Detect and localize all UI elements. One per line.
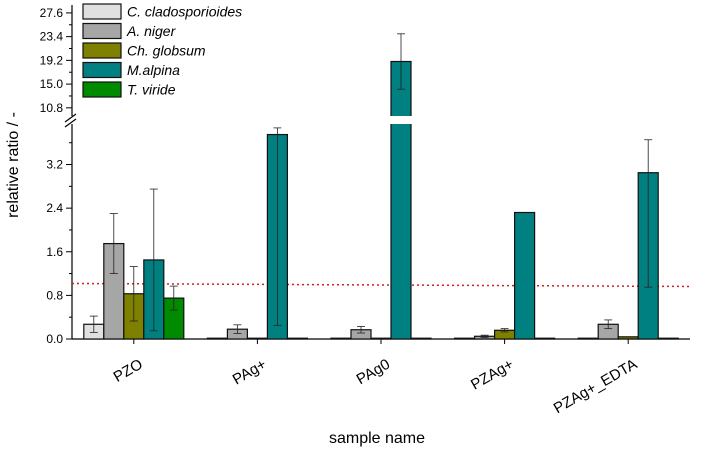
y-tick-label: 3.2 (46, 158, 63, 172)
y-axis-title: relative ratio / - (5, 112, 22, 218)
y-tick-label: 0.8 (46, 288, 63, 302)
y-tick-label: 19.2 (40, 53, 64, 67)
bar (410, 337, 432, 340)
y-tick-label: 0.0 (46, 332, 63, 346)
y-tick-label: 27.6 (40, 6, 64, 20)
bar-break-gap (390, 116, 412, 124)
y-tick-label: 1.6 (46, 245, 63, 259)
bar (206, 337, 228, 340)
y-tick-label: 15.0 (40, 77, 64, 91)
bar (513, 211, 536, 340)
reference-line-layer (71, 282, 691, 288)
legend-label: M.alpina (127, 62, 180, 78)
legend-swatch (82, 81, 122, 98)
legend: C. cladosporioides A. niger Ch. globsum M.a… (82, 3, 242, 98)
axis-break-gap (64, 116, 80, 124)
y-tick-label: 23.4 (40, 30, 64, 44)
y-tick-label: 10.8 (40, 101, 64, 115)
legend-swatch (82, 61, 122, 79)
x-tick-label: PZAg+_EDTA (551, 356, 640, 417)
axis-break-mark (64, 118, 77, 128)
bar (246, 337, 268, 340)
x-tick-label: PZAg+ (468, 356, 517, 394)
bar (370, 337, 392, 340)
bar (286, 337, 308, 340)
bar (533, 337, 556, 340)
reference-line (71, 282, 691, 288)
x-tick-label: PZO (111, 356, 146, 386)
bars-layer (83, 60, 679, 340)
x-axis-title: sample name (329, 430, 425, 447)
axis-break-layer (64, 113, 412, 128)
bar (454, 337, 476, 340)
error-bars-layer (89, 33, 653, 338)
bar (330, 337, 352, 340)
legend-label: Ch. globsum (127, 43, 206, 59)
legend-label: C. cladosporioides (127, 4, 242, 20)
legend-swatch (82, 3, 122, 20)
axis-break-mark (64, 113, 77, 123)
legend-swatch (82, 22, 122, 40)
x-tick-label: PAg0 (354, 356, 393, 389)
bar (617, 336, 639, 340)
bar (577, 337, 599, 340)
legend-label: A. niger (126, 23, 177, 39)
y-tick-label: 2.4 (46, 201, 63, 215)
x-tick-label: PAg+ (230, 356, 270, 389)
legend-label: T. viride (127, 82, 176, 98)
bar (657, 337, 679, 340)
bar (390, 60, 412, 340)
legend-swatch (82, 42, 122, 59)
